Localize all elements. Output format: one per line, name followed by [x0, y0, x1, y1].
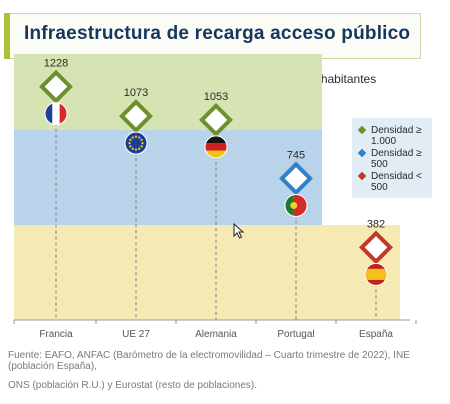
- category-label: Alemania: [195, 329, 237, 340]
- legend-marker: [357, 148, 367, 158]
- spain-flag-icon: [364, 262, 388, 286]
- category-label: Portugal: [277, 329, 314, 340]
- category-label: UE 27: [122, 329, 150, 340]
- category-label: Francia: [39, 329, 73, 340]
- legend-box: [352, 118, 432, 198]
- value-label: 1228: [44, 58, 68, 70]
- legend-label: Densidad ≥500: [371, 148, 422, 170]
- page-title: Infraestructura de recarga acceso públic…: [24, 23, 411, 44]
- data-point-diamond: [279, 161, 313, 196]
- legend-marker: [357, 171, 367, 181]
- data-point-diamond: [119, 99, 153, 134]
- value-label: 1053: [204, 91, 228, 103]
- title-box: [5, 13, 421, 59]
- band-mid: [14, 130, 322, 225]
- mouse-cursor-icon: [233, 223, 245, 239]
- source-line-1: Fuente: EAFO, ANFAC (Barómetro de la ele…: [8, 350, 410, 372]
- band-low: [14, 225, 400, 320]
- value-label: 745: [287, 149, 305, 161]
- title-accent-bar: [4, 13, 10, 59]
- eu-flag-icon: [124, 131, 148, 155]
- category-label: España: [359, 329, 393, 340]
- value-label: 1073: [124, 87, 148, 99]
- value-label: 382: [367, 218, 385, 230]
- france-flag-icon: [44, 102, 68, 126]
- source-line-2: ONS (población R.U.) y Eurostat (resto d…: [8, 380, 257, 391]
- legend-label: Densidad ≥1.000: [371, 125, 422, 147]
- data-point-diamond: [39, 69, 73, 104]
- legend-label: Densidad <500: [371, 171, 422, 193]
- data-point-diamond: [359, 230, 393, 265]
- germany-flag-icon: [204, 135, 228, 159]
- legend-marker: [357, 125, 367, 135]
- portugal-flag-icon: [284, 193, 308, 217]
- data-point-diamond: [199, 102, 233, 137]
